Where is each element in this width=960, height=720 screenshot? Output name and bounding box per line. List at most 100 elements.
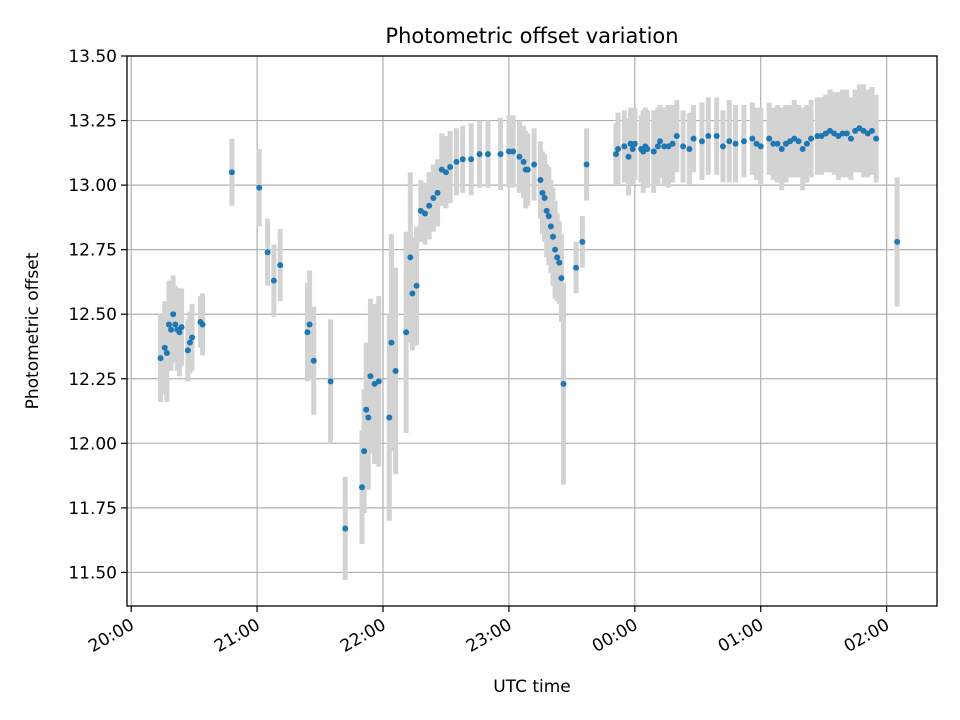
y-tick-label: 12.75 <box>68 241 117 261</box>
data-point <box>531 161 538 168</box>
data-point <box>803 140 810 147</box>
data-point <box>365 414 372 421</box>
data-point <box>476 151 483 158</box>
data-point <box>654 143 661 150</box>
data-point <box>277 262 284 269</box>
y-axis-label: Photometric offset <box>23 252 43 409</box>
data-point <box>468 156 475 163</box>
data-point <box>541 195 548 202</box>
data-point <box>615 145 622 152</box>
data-point <box>157 355 164 362</box>
data-point <box>625 153 632 160</box>
data-point <box>774 140 781 147</box>
data-point <box>407 254 414 261</box>
data-point <box>795 138 802 145</box>
data-point <box>375 378 382 385</box>
data-point <box>719 143 726 150</box>
data-points <box>157 125 901 532</box>
data-point <box>524 166 531 173</box>
data-point <box>199 321 206 328</box>
data-point <box>657 138 664 145</box>
y-tick-label: 13.25 <box>68 112 117 132</box>
data-point <box>497 151 504 158</box>
data-point <box>799 145 806 152</box>
data-point <box>327 378 334 385</box>
data-point <box>669 140 676 147</box>
data-point <box>713 133 720 140</box>
data-point <box>426 202 433 209</box>
data-point <box>228 169 235 176</box>
data-point <box>686 145 693 152</box>
y-tick-label: 13.50 <box>68 47 117 67</box>
data-point <box>560 380 567 387</box>
data-point <box>726 138 733 145</box>
data-point <box>757 143 764 150</box>
y-tick-label: 11.75 <box>68 499 117 519</box>
data-point <box>386 414 393 421</box>
data-point <box>342 525 349 532</box>
data-point <box>583 161 590 168</box>
data-point <box>847 135 854 142</box>
data-point <box>403 329 410 336</box>
data-point <box>673 133 680 140</box>
data-point <box>631 140 638 147</box>
data-point <box>163 349 170 356</box>
data-point <box>264 249 271 256</box>
data-point <box>186 339 193 346</box>
data-point <box>839 130 846 137</box>
data-point <box>808 135 815 142</box>
data-point <box>189 334 196 341</box>
y-tick-label: 12.50 <box>68 305 117 325</box>
data-point <box>778 145 785 152</box>
data-point <box>310 357 317 364</box>
data-point <box>161 344 168 351</box>
data-point <box>367 373 374 380</box>
data-point <box>459 156 466 163</box>
y-tick-label: 12.25 <box>68 370 117 390</box>
data-point <box>270 277 277 284</box>
data-point <box>873 135 880 142</box>
data-point <box>661 143 668 150</box>
data-point <box>766 135 773 142</box>
data-point <box>434 189 441 196</box>
data-point <box>545 213 552 220</box>
data-point <box>547 223 554 230</box>
y-tick-label: 11.50 <box>68 563 117 583</box>
data-point <box>552 246 559 253</box>
data-point <box>430 195 437 202</box>
data-point <box>868 127 875 134</box>
plot-frame <box>126 55 938 607</box>
data-point <box>176 329 183 336</box>
data-point <box>740 138 747 145</box>
data-point <box>363 406 370 413</box>
data-point <box>749 135 756 142</box>
data-point <box>537 176 544 183</box>
data-point <box>556 259 563 266</box>
data-point <box>178 324 185 331</box>
y-tick-label: 12.00 <box>68 434 117 454</box>
data-point <box>843 130 850 137</box>
data-point <box>554 254 561 261</box>
data-point <box>409 290 416 297</box>
data-point <box>543 207 550 214</box>
data-point <box>447 164 454 171</box>
data-point <box>770 140 777 147</box>
data-point <box>627 140 634 147</box>
data-point <box>484 151 491 158</box>
data-point <box>558 275 565 282</box>
data-point <box>705 133 712 140</box>
data-point <box>698 138 705 145</box>
y-tick-label: 13.00 <box>68 176 117 196</box>
data-point <box>629 145 636 152</box>
data-point <box>359 484 366 491</box>
data-point <box>732 140 739 147</box>
data-point <box>510 148 517 155</box>
data-point <box>814 133 821 140</box>
data-point <box>392 368 399 375</box>
data-point <box>549 233 556 240</box>
data-point <box>421 210 428 217</box>
y-axis-ticks: 11.50 11.75 12.00 12.25 12.50 12.75 13.00 13.25… <box>68 47 127 583</box>
data-point <box>170 311 177 318</box>
data-point <box>690 135 697 142</box>
data-point <box>388 339 395 346</box>
